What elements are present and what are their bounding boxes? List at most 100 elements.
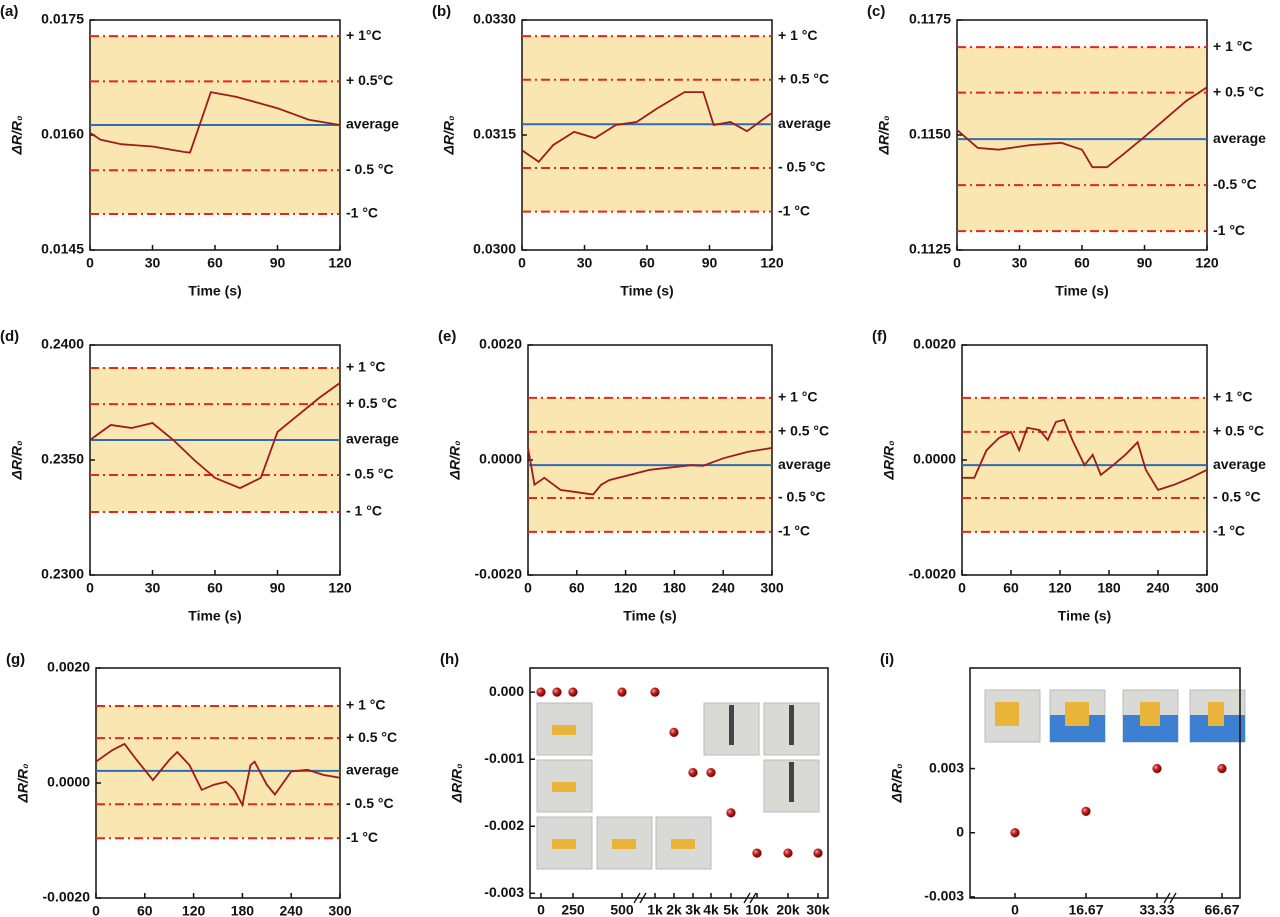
sensor (612, 839, 636, 849)
y-tick-label: 0.0000 (479, 451, 522, 467)
x-tick-label: 300 (328, 903, 352, 917)
y-tick-label: -0.0020 (475, 566, 523, 582)
panel: (b) 0.0300 0.0315 0.0330 0 30 60 90 120 Time (s) Δ… (432, 3, 831, 299)
y-tick-label: 0.0145 (41, 241, 84, 257)
reference-label: - 0.5 °C (778, 159, 826, 175)
x-tick-label: 120 (182, 903, 206, 917)
y-tick-label: 0.2350 (41, 451, 84, 467)
plot-frame (529, 667, 829, 899)
x-tick-label: 10k (745, 902, 769, 917)
y-tick-label: 0.2300 (41, 566, 84, 582)
x-tick-label: 120 (760, 255, 784, 271)
y-tick-label: 0.1150 (909, 126, 951, 142)
reference-label: + 1 °C (1213, 38, 1252, 54)
reference-label: + 0.5 °C (1213, 423, 1264, 439)
reference-label: + 1 °C (778, 389, 817, 405)
x-tick-label: 90 (1137, 255, 1153, 271)
y-tick-label: 0.0020 (479, 336, 522, 352)
x-tick-label: 120 (328, 255, 352, 271)
reference-label: average (778, 115, 831, 131)
data-point (1010, 828, 1020, 838)
x-axis-label: Time (s) (623, 608, 676, 624)
y-axis-label: ΔR/R₀ (876, 115, 892, 156)
x-tick-label: 90 (270, 255, 286, 271)
data-line (89, 91, 341, 154)
reference-label: - 1 °C (346, 503, 382, 519)
panel-label: (e) (438, 328, 456, 345)
x-tick-label: 30 (145, 255, 161, 271)
data-point (813, 848, 823, 858)
sensor (995, 702, 1019, 726)
plot-frame (969, 667, 1241, 899)
x-axis-label: Time (s) (1055, 283, 1108, 299)
y-axis-label: ΔR/R₀ (441, 115, 457, 156)
x-tick-label: 1k (647, 902, 663, 917)
y-tick-label: 0 (956, 823, 964, 839)
x-tick-label: 500 (610, 902, 634, 917)
reference-label: + 1°C (346, 27, 382, 43)
x-tick-label: 30 (577, 255, 593, 271)
x-tick-label: 250 (561, 902, 585, 917)
sensor (552, 839, 576, 849)
reference-label: - 0.5 °C (778, 489, 826, 505)
x-tick-label: 300 (1195, 580, 1219, 596)
y-axis-label: ΔR/R₀ (881, 440, 897, 481)
data-point (706, 767, 716, 778)
x-tick-label: 3k (685, 902, 701, 917)
x-tick-label: 0 (953, 255, 961, 271)
y-axis-label: ΔR/R₀ (449, 763, 465, 804)
reference-label: + 0.5 °C (346, 729, 397, 745)
x-tick-label: 16.67 (1068, 902, 1103, 917)
y-axis-label: ΔR/R₀ (889, 763, 905, 804)
x-tick-label: 60 (207, 255, 223, 271)
x-tick-label: 0 (86, 580, 94, 596)
x-axis-label: Time (s) (188, 608, 241, 624)
y-tick-label: 0.0160 (41, 126, 84, 142)
panel-label: (i) (880, 651, 894, 668)
reference-label: -1 °C (778, 523, 810, 539)
axis-break (633, 892, 647, 904)
x-tick-label: 4k (703, 902, 719, 917)
x-tick-label: 300 (760, 580, 784, 596)
x-tick-label: 90 (702, 255, 718, 271)
x-tick-label: 33.33 (1139, 902, 1174, 917)
x-tick-label: 60 (1003, 580, 1019, 596)
reference-label: + 0.5°C (346, 72, 393, 88)
y-axis-label: ΔR/R₀ (9, 115, 25, 156)
reference-label: -1 °C (1213, 523, 1245, 539)
x-tick-label: 60 (639, 255, 655, 271)
x-axis-label: Time (s) (620, 283, 673, 299)
data-line (962, 418, 1208, 491)
data-point (688, 767, 698, 778)
reference-label: + 0.5 °C (778, 71, 829, 87)
x-tick-label: 120 (1195, 255, 1219, 271)
panel: (i) -0.003 0 0.003 ΔR/R₀ 0 16.67 33.33 66.67 (880, 651, 1241, 917)
reference-label: -0.5 °C (1213, 176, 1257, 192)
reference-label: + 1 °C (346, 359, 385, 375)
x-tick-label: 90 (270, 580, 286, 596)
reference-label: + 0.5 °C (1213, 83, 1264, 99)
y-tick-label: 0.0000 (913, 451, 956, 467)
x-tick-label: 180 (1097, 580, 1121, 596)
reference-label: - 0.5 °C (346, 795, 394, 811)
x-tick-label: 5k (723, 902, 739, 917)
x-axis-label: Time (s) (1058, 608, 1111, 624)
y-tick-label: -0.0020 (43, 889, 91, 905)
y-axis-label: ΔR/R₀ (9, 440, 25, 481)
reference-label: average (346, 762, 399, 778)
reference-label: + 1 °C (778, 27, 817, 43)
x-tick-label: 240 (280, 903, 304, 917)
y-tick-label: 0.2400 (41, 336, 84, 352)
data-point (783, 848, 793, 858)
panel: (a) 0.0145 0.0160 0.0175 0 30 60 90 120 Time (s) Δ… (0, 3, 399, 299)
panel-label: (c) (867, 3, 885, 20)
y-tick-label: 0.1125 (909, 241, 951, 257)
x-tick-label: 0 (518, 255, 526, 271)
y-axis-label: ΔR/R₀ (15, 763, 31, 804)
x-tick-label: 2k (666, 902, 682, 917)
x-tick-label: 120 (1048, 580, 1072, 596)
y-tick-label: -0.003 (484, 884, 524, 900)
data-point (1152, 763, 1162, 774)
data-line (527, 447, 773, 496)
x-tick-label: 240 (1146, 580, 1170, 596)
